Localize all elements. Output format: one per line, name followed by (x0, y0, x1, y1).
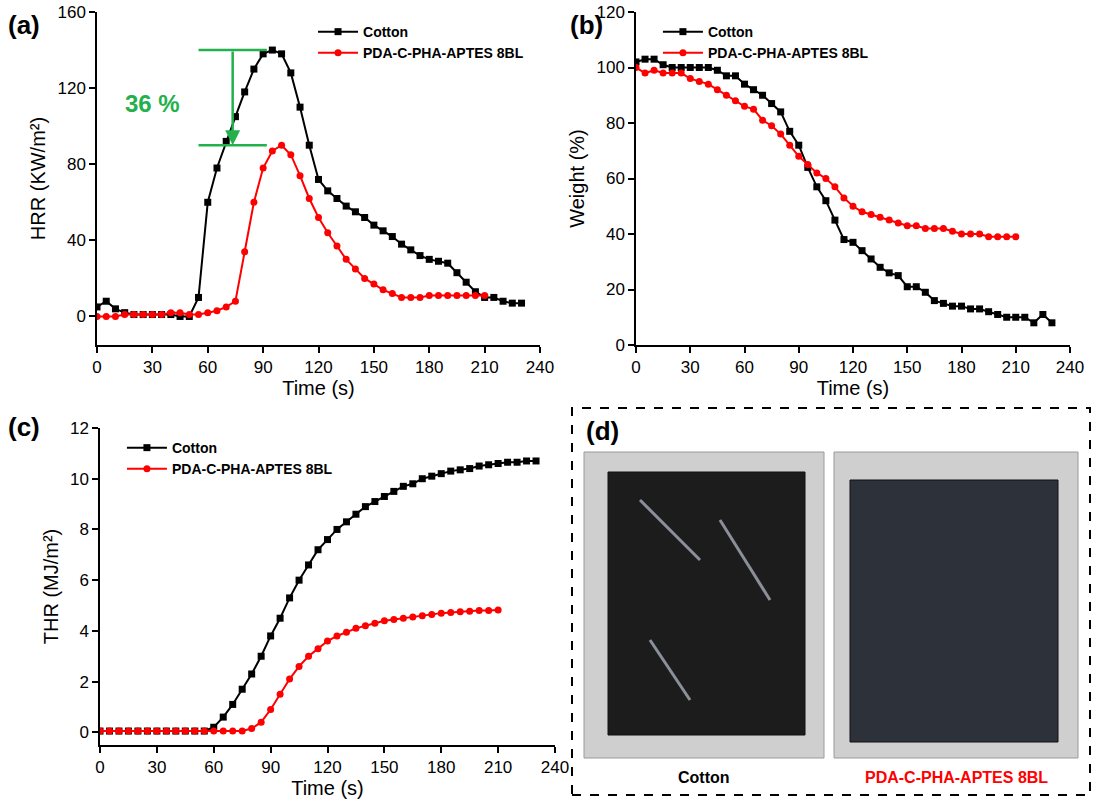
svg-text:150: 150 (893, 358, 921, 377)
svg-text:210: 210 (1002, 358, 1030, 377)
svg-text:20: 20 (606, 280, 625, 299)
svg-text:60: 60 (204, 758, 223, 777)
svg-text:30: 30 (681, 358, 700, 377)
svg-text:Weight (%): Weight (%) (566, 129, 588, 228)
svg-text:160: 160 (57, 3, 85, 22)
svg-text:180: 180 (947, 358, 975, 377)
svg-text:240: 240 (1056, 358, 1084, 377)
svg-text:Time (s): Time (s) (817, 377, 890, 399)
svg-text:60: 60 (606, 169, 625, 188)
svg-text:Time (s): Time (s) (291, 777, 364, 799)
svg-text:30: 30 (143, 358, 162, 377)
svg-text:(c): (c) (8, 412, 40, 442)
svg-text:PDA-C-PHA-APTES 8BL: PDA-C-PHA-APTES 8BL (172, 461, 333, 477)
svg-text:80: 80 (606, 114, 625, 133)
svg-text:36 %: 36 % (125, 90, 180, 117)
svg-text:240: 240 (541, 758, 569, 777)
svg-text:0: 0 (92, 358, 101, 377)
svg-text:0: 0 (615, 336, 624, 355)
svg-text:0: 0 (76, 307, 85, 326)
svg-text:120: 120 (57, 79, 85, 98)
svg-text:8: 8 (79, 520, 88, 539)
svg-text:120: 120 (839, 358, 867, 377)
svg-text:100: 100 (596, 58, 624, 77)
svg-text:80: 80 (67, 155, 86, 174)
svg-text:PDA-C-PHA-APTES 8BL: PDA-C-PHA-APTES 8BL (865, 769, 1048, 786)
svg-text:Cotton: Cotton (172, 440, 217, 456)
svg-text:6: 6 (79, 571, 88, 590)
svg-text:210: 210 (484, 758, 512, 777)
svg-text:30: 30 (147, 758, 166, 777)
svg-text:12: 12 (70, 419, 89, 438)
svg-text:0: 0 (79, 723, 88, 742)
svg-text:(d): (d) (586, 416, 619, 446)
svg-text:120: 120 (304, 358, 332, 377)
svg-text:180: 180 (415, 358, 443, 377)
svg-text:150: 150 (370, 758, 398, 777)
svg-text:Time (s): Time (s) (282, 377, 355, 399)
svg-text:40: 40 (606, 225, 625, 244)
svg-text:PDA-C-PHA-APTES 8BL: PDA-C-PHA-APTES 8BL (363, 45, 524, 61)
svg-text:60: 60 (198, 358, 217, 377)
svg-text:HRR (KW/m²): HRR (KW/m²) (27, 117, 49, 240)
svg-text:90: 90 (789, 358, 808, 377)
svg-text:40: 40 (67, 231, 86, 250)
svg-text:210: 210 (470, 358, 498, 377)
svg-text:120: 120 (313, 758, 341, 777)
svg-text:60: 60 (735, 358, 754, 377)
svg-text:4: 4 (79, 622, 88, 641)
svg-text:240: 240 (526, 358, 554, 377)
svg-text:90: 90 (261, 758, 280, 777)
svg-text:2: 2 (79, 673, 88, 692)
svg-text:0: 0 (95, 758, 104, 777)
svg-text:150: 150 (360, 358, 388, 377)
svg-text:THR (MJ/m²): THR (MJ/m²) (40, 529, 62, 645)
svg-text:180: 180 (427, 758, 455, 777)
svg-text:Cotton: Cotton (708, 24, 753, 40)
svg-text:0: 0 (631, 358, 640, 377)
svg-text:(a): (a) (8, 10, 40, 40)
svg-text:90: 90 (254, 358, 273, 377)
svg-text:(b): (b) (570, 10, 603, 40)
svg-text:10: 10 (70, 470, 89, 489)
svg-text:PDA-C-PHA-APTES 8BL: PDA-C-PHA-APTES 8BL (708, 45, 869, 61)
svg-text:120: 120 (596, 3, 624, 22)
svg-text:Cotton: Cotton (363, 24, 408, 40)
svg-text:Cotton: Cotton (678, 769, 730, 786)
